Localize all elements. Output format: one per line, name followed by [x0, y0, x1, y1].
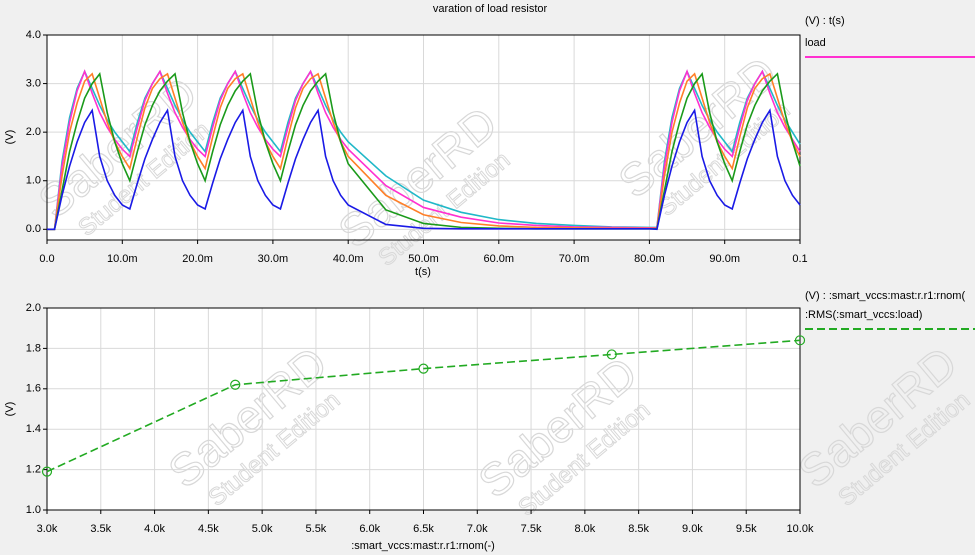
x-tick-label: 6.0k: [359, 523, 380, 535]
x-tick-label: 4.0k: [144, 523, 165, 535]
x-tick-label: 3.5k: [90, 523, 111, 535]
x-tick-label: 3.0k: [37, 523, 58, 535]
x-tick-label: 5.0k: [252, 523, 273, 535]
y-tick-label: 0.0: [26, 223, 41, 235]
x-tick-label: 20.0m: [182, 253, 213, 265]
plot-frame: [46, 307, 801, 511]
y-tick-label: 2.0: [26, 302, 41, 314]
series-line: [47, 72, 801, 231]
y-tick-label: 1.0: [26, 175, 41, 187]
x-tick-label: 9.0k: [682, 523, 703, 535]
x-tick-label: 60.0m: [484, 253, 515, 265]
y-tick-label: 1.4: [26, 423, 41, 435]
y-axis-label: (V): [4, 130, 16, 145]
x-tick-label: 0.0: [39, 253, 54, 265]
x-tick-label: 90.0m: [709, 253, 740, 265]
series-line: [47, 108, 801, 231]
x-tick-label: 7.0k: [467, 523, 488, 535]
y-tick-label: 1.8: [26, 342, 41, 354]
plot-frame: [46, 34, 801, 241]
x-tick-label: 9.5k: [736, 523, 757, 535]
data-point: [41, 466, 53, 477]
x-tick-label: 50.0m: [408, 253, 439, 265]
x-tick-label: 8.0k: [574, 523, 595, 535]
legend-label: load: [805, 37, 826, 49]
y-tick-label: 1.0: [26, 504, 41, 516]
legend-title: (V) : t(s): [805, 15, 845, 27]
y-tick-label: 2.0: [26, 126, 41, 138]
x-tick-label: 10.0k: [787, 523, 814, 535]
x-axis-label: :smart_vccs:mast:r.r1:rnom(-): [351, 540, 495, 552]
y-tick-label: 1.6: [26, 383, 41, 395]
y-axis-label: (V): [4, 402, 16, 417]
x-tick-label: 70.0m: [559, 253, 590, 265]
x-tick-label: 4.5k: [198, 523, 219, 535]
data-point: [418, 363, 429, 374]
x-tick-label: 0.1: [792, 253, 807, 265]
chart-title: varation of load resistor: [433, 3, 548, 15]
y-tick-label: 4.0: [26, 29, 41, 41]
x-tick-label: 7.5k: [521, 523, 542, 535]
x-tick-label: 6.5k: [413, 523, 434, 535]
data-point: [794, 335, 806, 346]
x-tick-label: 8.5k: [628, 523, 649, 535]
x-tick-label: 40.0m: [333, 253, 364, 265]
x-tick-label: 10.0m: [107, 253, 138, 265]
y-tick-label: 1.2: [26, 464, 41, 476]
series-line: [46, 339, 801, 473]
x-tick-label: 30.0m: [258, 253, 289, 265]
legend-title: (V) : :smart_vccs:mast:r.r1:rnom(: [805, 290, 965, 302]
y-tick-label: 3.0: [26, 77, 41, 89]
x-axis-label: t(s): [415, 266, 431, 278]
x-tick-label: 5.5k: [306, 523, 327, 535]
data-point: [606, 349, 617, 360]
x-tick-label: 80.0m: [634, 253, 665, 265]
series-line: [47, 71, 801, 231]
data-point: [230, 379, 241, 390]
legend-label: :RMS(:smart_vccs:load): [805, 309, 922, 321]
